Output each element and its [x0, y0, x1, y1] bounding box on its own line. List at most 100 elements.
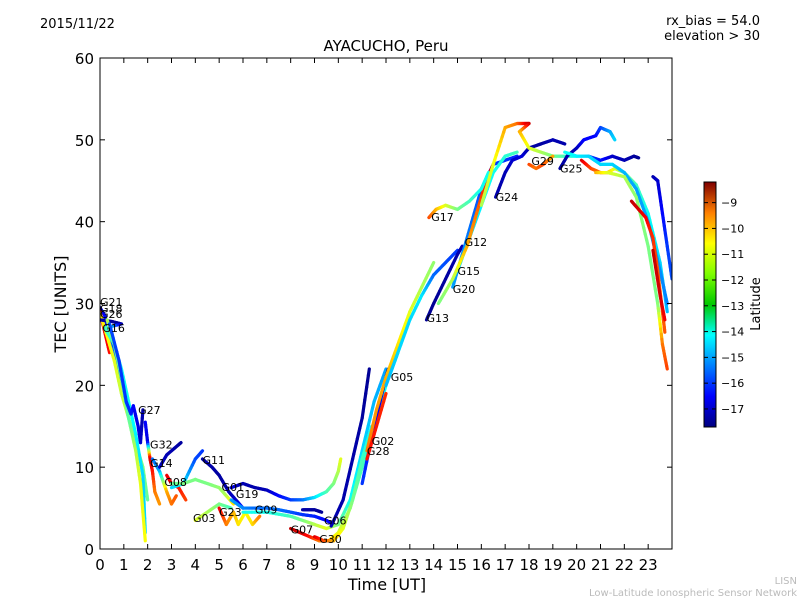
x-tick-label: 17	[496, 556, 515, 574]
x-tick-label: 4	[191, 556, 201, 574]
y-tick-label: 40	[75, 214, 94, 232]
y-tick-label: 20	[75, 377, 94, 395]
series-g09	[229, 498, 336, 527]
series-point	[227, 505, 233, 510]
colorbar-tick-label: −17	[721, 403, 744, 416]
satellite-label: G29	[531, 155, 554, 168]
series-point	[664, 303, 669, 314]
series-point	[454, 248, 460, 254]
series-g23	[217, 506, 262, 527]
network-short-name: LISN	[774, 576, 797, 587]
colorbar-tick-label: −12	[721, 274, 744, 287]
series-g02	[365, 260, 436, 453]
x-tick-label: 1	[119, 556, 129, 574]
satellite-label: G11	[202, 454, 225, 467]
series-point	[550, 154, 555, 159]
x-tick-label: 2	[143, 556, 153, 574]
x-tick-label: 7	[262, 556, 272, 574]
satellite-label: G24	[496, 191, 519, 204]
series-point	[143, 532, 147, 543]
x-tick-label: 23	[639, 556, 658, 574]
series-g25	[558, 125, 617, 171]
satellite-label: G16	[102, 322, 125, 335]
colorbar-tick-label: −9	[721, 197, 737, 210]
series-g28	[365, 391, 388, 461]
satellite-label: G14	[150, 457, 173, 470]
satellite-label: G27	[138, 404, 161, 417]
satellite-label: G05	[391, 371, 414, 384]
satellite-label: G28	[367, 445, 390, 458]
series-point	[612, 137, 617, 142]
x-tick-label: 9	[310, 556, 320, 574]
series-g25g	[651, 175, 672, 281]
x-tick-label: 14	[424, 556, 443, 574]
series-point	[460, 244, 464, 249]
satellite-label: G02	[372, 435, 395, 448]
chart-title: AYACUCHO, Peru	[323, 37, 449, 55]
colorbar-tick-label: −11	[721, 248, 744, 261]
series-g13	[384, 248, 460, 387]
series-point	[199, 449, 205, 454]
x-tick-label: 16	[472, 556, 491, 574]
y-tick-label: 30	[75, 296, 94, 314]
x-tick-label: 0	[95, 556, 105, 574]
satellite-label: G06	[324, 514, 347, 527]
series-point	[662, 315, 667, 322]
satellite-label: G15	[458, 265, 481, 278]
x-tick-label: 20	[567, 556, 586, 574]
series-point	[183, 496, 188, 502]
x-tick-label: 15	[448, 556, 467, 574]
x-tick-label: 21	[591, 556, 610, 574]
colorbar-tick-label: −13	[721, 300, 744, 313]
satellite-label: G21	[100, 296, 123, 309]
series-point	[145, 494, 150, 502]
series-point	[383, 391, 388, 400]
x-tick-label: 22	[615, 556, 634, 574]
satellite-label: G32	[150, 438, 173, 451]
elevation-label: elevation > 30	[664, 29, 760, 44]
series-point	[513, 150, 519, 155]
series-g06	[241, 367, 388, 531]
y-axis-label: TEC [UNITS]	[51, 256, 70, 354]
x-tick-label: 19	[543, 556, 562, 574]
y-tick-label: 10	[75, 459, 94, 477]
series-point	[174, 494, 178, 499]
series-point	[178, 441, 183, 445]
colorbar: −9 −10 −11 −12 −13 −14 −15 −16 −17 Latitude	[703, 181, 764, 428]
satellite-label: G09	[255, 504, 278, 517]
satellite-label: G08	[164, 476, 187, 489]
series-g17	[427, 170, 491, 220]
rx-bias-label: rx_bias = 54.0	[666, 14, 760, 29]
x-tick-label: 10	[329, 556, 348, 574]
x-tick-label: 11	[353, 556, 372, 574]
date-label: 2015/11/22	[40, 17, 115, 32]
satellite-label: G03	[193, 512, 216, 525]
series-g11b	[200, 457, 245, 510]
series-g25e	[594, 170, 669, 371]
series-point	[230, 501, 236, 506]
series-g07b	[300, 508, 324, 514]
satellite-label: G17	[431, 211, 454, 224]
colorbar-tick-label: −14	[721, 326, 744, 339]
x-tick-label: 13	[400, 556, 419, 574]
y-tick-label: 50	[75, 132, 94, 150]
network-full-name: Low-Latitude Ionospheric Sensor Network	[589, 588, 797, 599]
satellite-label: G26	[100, 308, 123, 321]
satellite-label: G18	[100, 302, 123, 315]
series-point	[430, 260, 436, 268]
y-tick-label: 60	[75, 50, 94, 68]
series-layer	[100, 121, 672, 543]
satellite-label: G07	[291, 523, 314, 536]
satellite-label: G20	[453, 283, 476, 296]
series-point	[485, 170, 491, 177]
satellite-label: G01	[222, 481, 245, 494]
series-point	[107, 348, 112, 355]
colorbar-label: Latitude	[749, 277, 764, 331]
series-point	[513, 154, 519, 159]
axes: 0 1 2 3 4 5 6 7 8 9 10 11 12 13 14 15 16 17 18 19 20 21 22 2301…	[75, 50, 672, 574]
colorbar-tick-label: −15	[721, 351, 744, 364]
satellite-label: G30	[319, 533, 342, 546]
series-g32	[143, 420, 162, 506]
series-point	[257, 514, 262, 519]
